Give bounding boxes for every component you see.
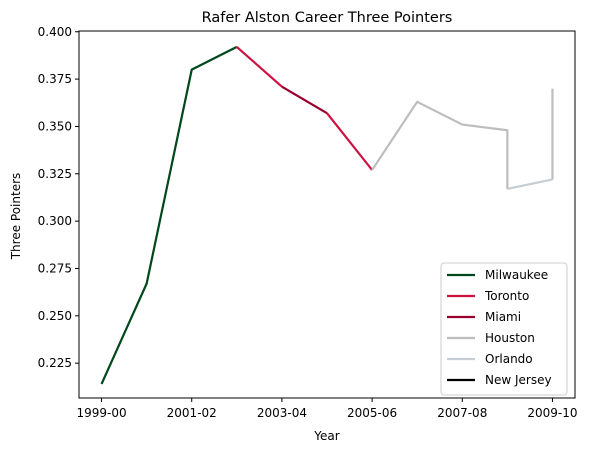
- legend-label: Milwaukee: [485, 268, 548, 282]
- y-axis: 0.225 0.250 0.275 0.300 0.325 0.350 0.375 0.400: [38, 25, 79, 370]
- y-tick-label: 0.275: [38, 261, 72, 275]
- x-axis: 1999-00 2001-02 2003-04 2005-06 2007-08 2009-…: [76, 398, 578, 420]
- x-tick-label: 2005-06: [347, 406, 397, 420]
- legend-label: Houston: [485, 331, 535, 345]
- y-axis-label: Three Pointers: [9, 173, 23, 261]
- legend-label: Toronto: [484, 289, 529, 303]
- series-line-1: [100, 45, 238, 385]
- series-line-4: [326, 112, 373, 171]
- legend-label: Orlando: [485, 352, 533, 366]
- plot-frame: [78, 30, 576, 399]
- x-tick-label: 2003-04: [257, 406, 307, 420]
- series-line-2: [236, 46, 283, 88]
- y-tick-label: 0.225: [38, 356, 72, 370]
- x-tick-label: 1999-00: [76, 406, 126, 420]
- y-tick-label: 0.300: [38, 214, 72, 228]
- x-axis-label: Year: [313, 429, 339, 443]
- y-tick-label: 0.375: [38, 72, 72, 86]
- legend-label: New Jersey: [485, 373, 552, 387]
- y-tick-label: 0.400: [38, 25, 72, 39]
- x-tick-label: 2007-08: [437, 406, 487, 420]
- series-line-6: [507, 178, 553, 191]
- chart-title: Rafer Alston Career Three Pointers: [202, 10, 453, 26]
- legend-label: Miami: [485, 310, 521, 324]
- y-tick-label: 0.350: [38, 119, 72, 133]
- x-tick-label: 2009-10: [527, 406, 577, 420]
- series-line-5: [371, 100, 509, 189]
- plot-area: [78, 30, 576, 399]
- legend: Milwaukee Toronto Miami Houston Orlando New J…: [440, 262, 568, 396]
- series-line-3: [281, 85, 328, 115]
- y-tick-label: 0.250: [38, 309, 72, 323]
- y-tick-label: 0.325: [38, 167, 72, 181]
- x-tick-label: 2001-02: [167, 406, 217, 420]
